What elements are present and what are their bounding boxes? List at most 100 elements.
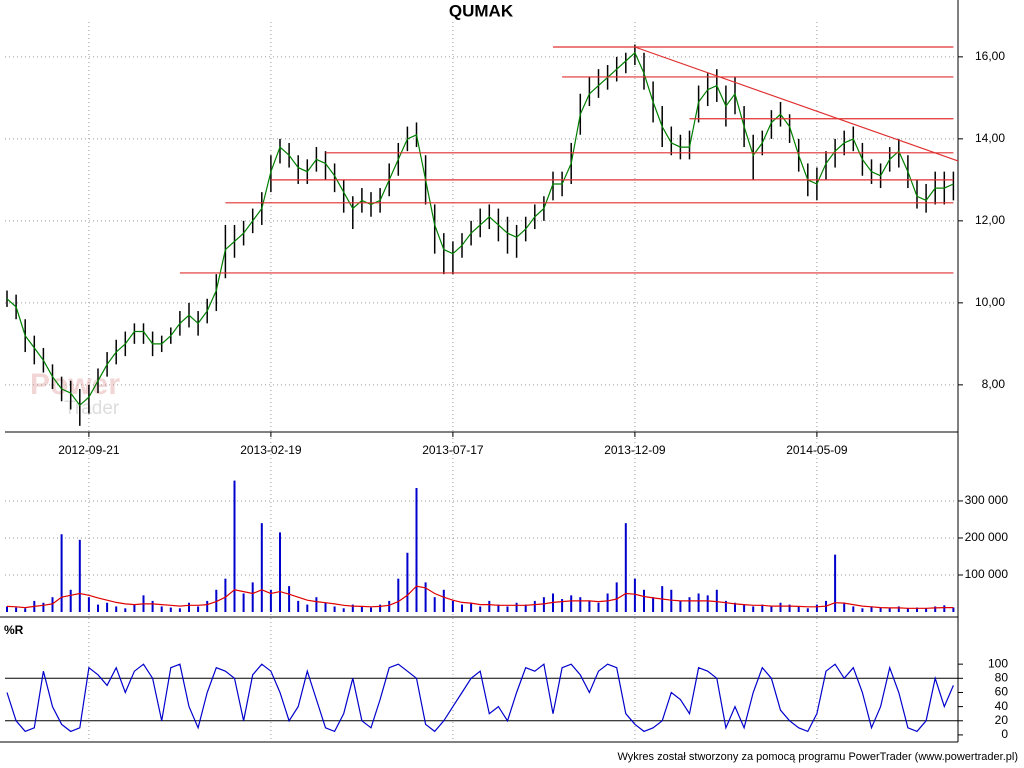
volume-bar (388, 600, 391, 612)
volume-bar (424, 582, 427, 612)
volume-bar (815, 604, 818, 612)
volume-bar (488, 600, 491, 612)
volume-bar (524, 604, 527, 612)
volume-bar (906, 608, 909, 612)
x-tick-label: 2012-09-21 (58, 443, 120, 457)
y-tick-label: 12,00 (975, 213, 1005, 227)
volume-bar (570, 595, 573, 612)
x-tick-label: 2013-07-17 (422, 443, 484, 457)
volume-bar (87, 597, 90, 612)
volume-bar (497, 604, 500, 612)
volume-bar (51, 597, 54, 612)
volume-bar (588, 600, 591, 612)
volume-bar (315, 597, 318, 612)
volume-bar (351, 604, 354, 612)
volume-bar (834, 554, 837, 612)
chart-title: QUMAK (449, 1, 514, 20)
volume-bar (461, 604, 463, 612)
footer: Wykres został stworzony za pomocą progra… (617, 751, 1018, 763)
y-tick-label: 14,00 (975, 131, 1005, 145)
volume-bar (370, 607, 372, 612)
volume-bar (406, 552, 409, 612)
volume-bar (479, 606, 482, 612)
volume-bar (761, 604, 764, 612)
volume-bar (215, 589, 218, 612)
volume-bar (579, 597, 582, 612)
volume-bar (433, 597, 436, 612)
volume-bar (734, 602, 736, 612)
volume-bar (288, 586, 291, 612)
volume-bar (224, 578, 227, 612)
volume-bar (260, 523, 263, 612)
volume-bar (952, 607, 955, 612)
volume-bar (888, 608, 891, 612)
panel-title: %R (4, 623, 24, 637)
volume-bar (934, 606, 937, 612)
volume-bar (69, 589, 72, 612)
y-tick-label: 60 (995, 685, 1009, 699)
volume-bar (670, 589, 673, 612)
volume-bar (279, 532, 281, 612)
y-tick-label: 100 (988, 656, 1008, 670)
volume-bar (943, 605, 946, 612)
volume-bar (925, 608, 928, 612)
volume-bar (160, 606, 163, 612)
volume-bar (106, 602, 109, 612)
volume-bar (533, 600, 536, 612)
volume-bar (779, 602, 782, 612)
volume-bar (652, 597, 655, 612)
volume-bar (506, 606, 509, 612)
volume-bar (606, 593, 609, 612)
volume-bar (151, 600, 154, 612)
volume-bar (706, 595, 709, 612)
indicator-line (6, 663, 954, 733)
volume-bar (42, 602, 45, 612)
y-tick-label: 16,00 (975, 49, 1005, 63)
volume-bar (743, 604, 746, 612)
volume-bar (15, 607, 18, 612)
volume-bar (133, 604, 136, 612)
y-tick-label: 200 000 (965, 530, 1009, 544)
x-tick-label: 2013-12-09 (604, 443, 666, 457)
volume-bar (643, 589, 645, 612)
volume-bar (242, 593, 245, 612)
y-tick-label: 300 000 (965, 493, 1009, 507)
watermark: Trader (64, 398, 120, 419)
volume-bar (624, 523, 627, 612)
volume-bar (233, 480, 236, 612)
volume-bar (470, 602, 473, 612)
volume-bar (788, 604, 791, 612)
volume-bar (724, 600, 727, 612)
volume-bar (188, 602, 190, 612)
volume-bar (297, 600, 300, 612)
volume-bar (415, 487, 418, 612)
volume-bar (852, 606, 855, 612)
volume-bar (306, 604, 309, 612)
volume-bar (597, 602, 600, 612)
volume-bar (797, 606, 800, 612)
volume-bar (342, 608, 345, 612)
volume-bar (861, 608, 864, 612)
volume-bar (561, 599, 564, 612)
volume-bar (697, 593, 700, 612)
volume-bar (442, 589, 445, 612)
volume-bar (169, 607, 172, 612)
y-tick-label: 10,00 (975, 295, 1005, 309)
volume-bar (897, 606, 900, 612)
volume-bar (78, 539, 81, 612)
x-tick-label: 2014-05-09 (786, 443, 848, 457)
volume-bar (879, 607, 882, 612)
volume-bar (324, 602, 327, 612)
volume-bar (97, 604, 99, 612)
volume-bar (60, 534, 63, 612)
y-tick-label: 0 (1001, 727, 1008, 741)
volume-bar (633, 578, 636, 612)
y-tick-label: 100 000 (965, 567, 1009, 581)
volume-bar (360, 606, 363, 612)
volume-bar (770, 606, 773, 612)
volume-bar (333, 606, 336, 612)
volume-bar (197, 606, 200, 612)
